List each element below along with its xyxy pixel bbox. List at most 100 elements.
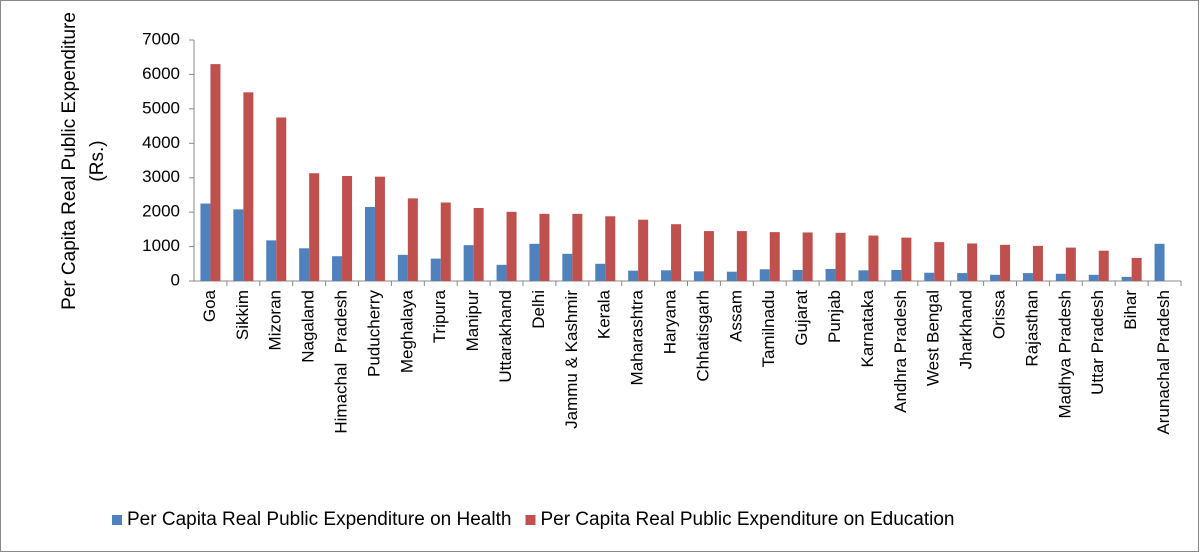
bar <box>407 198 418 281</box>
bar <box>957 273 968 281</box>
bar <box>506 211 517 281</box>
bar <box>792 269 803 281</box>
bar <box>276 117 287 281</box>
bar <box>440 202 451 281</box>
bar <box>671 224 682 281</box>
bar <box>1121 276 1132 281</box>
bar <box>868 235 879 281</box>
bar <box>210 64 221 281</box>
bar <box>769 232 780 281</box>
x-tick-label: Goa <box>200 289 219 322</box>
y-tick-label: 6000 <box>142 64 180 83</box>
bar <box>967 243 978 281</box>
bar <box>529 243 540 281</box>
y-tick-label: 3000 <box>142 167 180 186</box>
bar <box>825 268 836 281</box>
bar <box>1131 257 1142 281</box>
bar <box>233 209 244 281</box>
x-tick-label: Bihar <box>1121 290 1140 330</box>
bar <box>397 254 408 281</box>
x-tick-label: Manipur <box>463 290 482 352</box>
bar <box>693 271 704 281</box>
bar <box>299 248 310 281</box>
bar <box>430 258 441 281</box>
bar <box>1098 250 1109 281</box>
y-tick-label: 0 <box>171 270 180 289</box>
x-tick-label: Chhatisgarh <box>693 290 712 382</box>
x-tick-label: West Bengal <box>924 290 943 386</box>
x-tick-label: Meghalaya <box>397 289 416 373</box>
bar <box>1055 273 1066 281</box>
bar <box>539 213 550 281</box>
x-tick-label: Assam <box>726 290 745 342</box>
bar <box>726 271 737 281</box>
bar <box>1022 273 1033 281</box>
bar <box>736 231 747 281</box>
x-tick-label: Madhya Pradesh <box>1055 290 1074 419</box>
x-tick-label: Delhi <box>529 290 548 329</box>
bar <box>901 237 912 281</box>
bar <box>924 272 935 281</box>
bar <box>595 263 606 281</box>
bar <box>243 92 254 282</box>
x-tick-label: Andhra Pradesh <box>891 290 910 413</box>
bar <box>266 240 277 281</box>
x-tick-label: Karnataka <box>858 289 877 367</box>
x-tick-label: Mizoran <box>266 290 285 350</box>
bar <box>1154 243 1165 281</box>
x-tick-label: Himachal Pradesh <box>332 290 351 434</box>
bar <box>891 269 902 281</box>
x-tick-label: Arunachal Pradesh <box>1154 290 1173 435</box>
bar <box>661 270 672 281</box>
x-tick-label: Nagaland <box>299 290 318 363</box>
bar <box>200 203 211 281</box>
y-axis-title: (Rs.) <box>87 140 108 181</box>
bar <box>1065 247 1076 281</box>
bar <box>1032 245 1043 281</box>
bar <box>332 256 343 281</box>
legend-swatch <box>525 515 536 525</box>
bar <box>1000 244 1011 281</box>
x-tick-label: Jharkhand <box>957 290 976 369</box>
bar <box>342 175 353 281</box>
y-tick-label: 2000 <box>142 202 180 221</box>
x-tick-label: Kerala <box>595 289 614 339</box>
bar <box>638 219 649 281</box>
bar <box>473 208 484 281</box>
x-tick-label: Haryana <box>661 289 680 354</box>
y-tick-label: 7000 <box>142 29 180 48</box>
x-tick-label: Uttar Pradesh <box>1088 290 1107 395</box>
x-tick-label: Gujarat <box>792 290 811 346</box>
x-tick-label: Puducherry <box>364 290 383 377</box>
x-tick-label: Tamilnadu <box>759 290 778 368</box>
bar <box>628 270 639 281</box>
bar <box>309 173 320 281</box>
x-tick-label: Tripura <box>430 289 449 343</box>
bar <box>364 206 375 281</box>
legend-label: Per Capita Real Public Expenditure on He… <box>127 509 511 530</box>
y-tick-label: 1000 <box>142 236 180 255</box>
bar <box>759 269 770 281</box>
y-tick-label: 4000 <box>142 133 180 152</box>
legend-swatch <box>112 515 122 525</box>
bar <box>835 232 846 281</box>
x-tick-label: Rajasthan <box>1022 290 1041 367</box>
x-tick-label: Maharashtra <box>628 289 647 385</box>
legend-label: Per Capita Real Public Expenditure on Ed… <box>540 509 954 530</box>
y-tick-label: 5000 <box>142 98 180 117</box>
x-tick-label: Orissa <box>990 289 1009 339</box>
bar <box>934 242 945 281</box>
bar <box>496 264 507 281</box>
x-tick-label: Uttarakhand <box>496 290 515 383</box>
bar <box>463 245 474 281</box>
bar <box>990 274 1001 281</box>
x-tick-label: Jammu & Kashmir <box>562 290 581 429</box>
bar <box>802 232 813 281</box>
bar <box>562 253 573 281</box>
x-tick-label: Punjab <box>825 290 844 343</box>
bar <box>1088 274 1099 281</box>
bar <box>858 270 869 281</box>
bar <box>703 231 714 281</box>
bar <box>605 216 616 281</box>
